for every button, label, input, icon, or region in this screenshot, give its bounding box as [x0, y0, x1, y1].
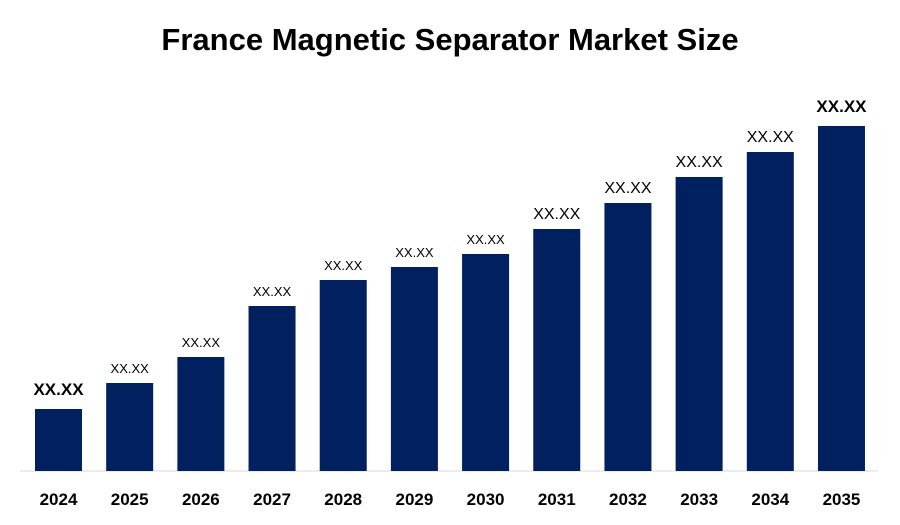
x-tick-label: 2034 — [751, 490, 789, 509]
x-tick-label: 2030 — [467, 490, 505, 509]
x-tick-label: 2027 — [253, 490, 291, 509]
x-tick-label: 2024 — [40, 490, 78, 509]
bar-2031 — [533, 229, 581, 471]
bar-2027 — [248, 306, 296, 471]
bar-2028 — [319, 280, 367, 471]
data-label: XX.XX — [533, 206, 580, 223]
data-label: XX.XX — [747, 129, 794, 146]
x-tick-label: 2029 — [395, 490, 433, 509]
data-label: XX.XX — [816, 97, 867, 116]
bar-2034 — [746, 152, 794, 471]
data-label: XX.XX — [182, 335, 221, 350]
x-tick-label: 2028 — [324, 490, 362, 509]
x-tick-label: 2033 — [680, 490, 718, 509]
x-tick-label: 2026 — [182, 490, 220, 509]
bar-2024 — [35, 409, 82, 471]
bar-2029 — [390, 267, 438, 471]
bar-2035 — [817, 126, 865, 471]
chart-title: France Magnetic Separator Market Size — [161, 22, 739, 57]
data-label: XX.XX — [33, 380, 84, 399]
bar-2025 — [106, 383, 154, 471]
x-tick-label: 2035 — [823, 490, 861, 509]
data-label: XX.XX — [253, 284, 292, 299]
x-tick-label: 2032 — [609, 490, 647, 509]
data-label: XX.XX — [395, 245, 434, 260]
x-tick-label: 2025 — [111, 490, 149, 509]
data-label: XX.XX — [604, 180, 651, 197]
data-label: XX.XX — [111, 361, 150, 376]
bar-2030 — [462, 254, 510, 471]
bar-2032 — [604, 203, 652, 471]
x-tick-label: 2031 — [538, 490, 576, 509]
bar-2033 — [675, 177, 723, 471]
bar-2026 — [177, 357, 225, 471]
data-label: XX.XX — [324, 258, 363, 273]
data-label: XX.XX — [466, 232, 505, 247]
data-label: XX.XX — [676, 154, 723, 171]
